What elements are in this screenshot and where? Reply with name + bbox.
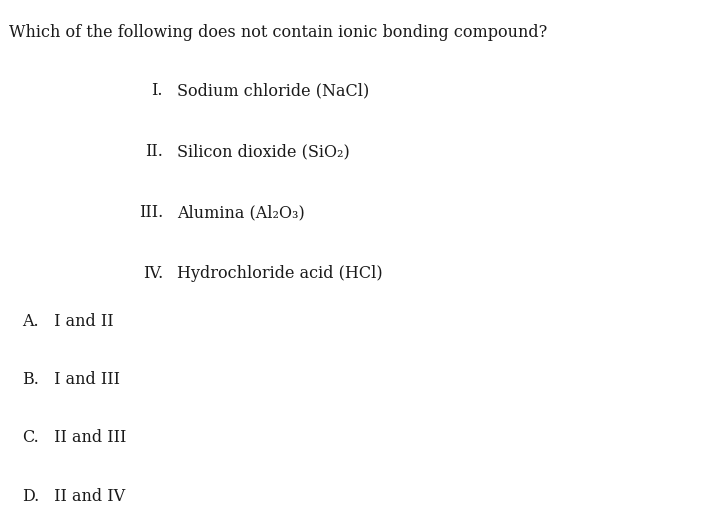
Text: II and IV: II and IV bbox=[49, 488, 125, 505]
Text: III.: III. bbox=[139, 204, 163, 221]
Text: II.: II. bbox=[145, 143, 163, 160]
Text: Silicon dioxide (SiO₂): Silicon dioxide (SiO₂) bbox=[177, 143, 350, 160]
Text: II and III: II and III bbox=[49, 429, 127, 446]
Text: IV.: IV. bbox=[143, 265, 163, 282]
Text: C.: C. bbox=[22, 429, 38, 446]
Text: B.: B. bbox=[22, 371, 38, 388]
Text: A.: A. bbox=[22, 313, 38, 330]
Text: I.: I. bbox=[151, 82, 163, 99]
Text: I and II: I and II bbox=[49, 313, 114, 330]
Text: Hydrochloride acid (HCl): Hydrochloride acid (HCl) bbox=[177, 265, 383, 282]
Text: Alumina (Al₂O₃): Alumina (Al₂O₃) bbox=[177, 204, 305, 221]
Text: Which of the following does not contain ionic bonding compound?: Which of the following does not contain … bbox=[9, 24, 547, 41]
Text: I and III: I and III bbox=[49, 371, 120, 388]
Text: D.: D. bbox=[22, 488, 39, 505]
Text: Sodium chloride (NaCl): Sodium chloride (NaCl) bbox=[177, 82, 370, 99]
